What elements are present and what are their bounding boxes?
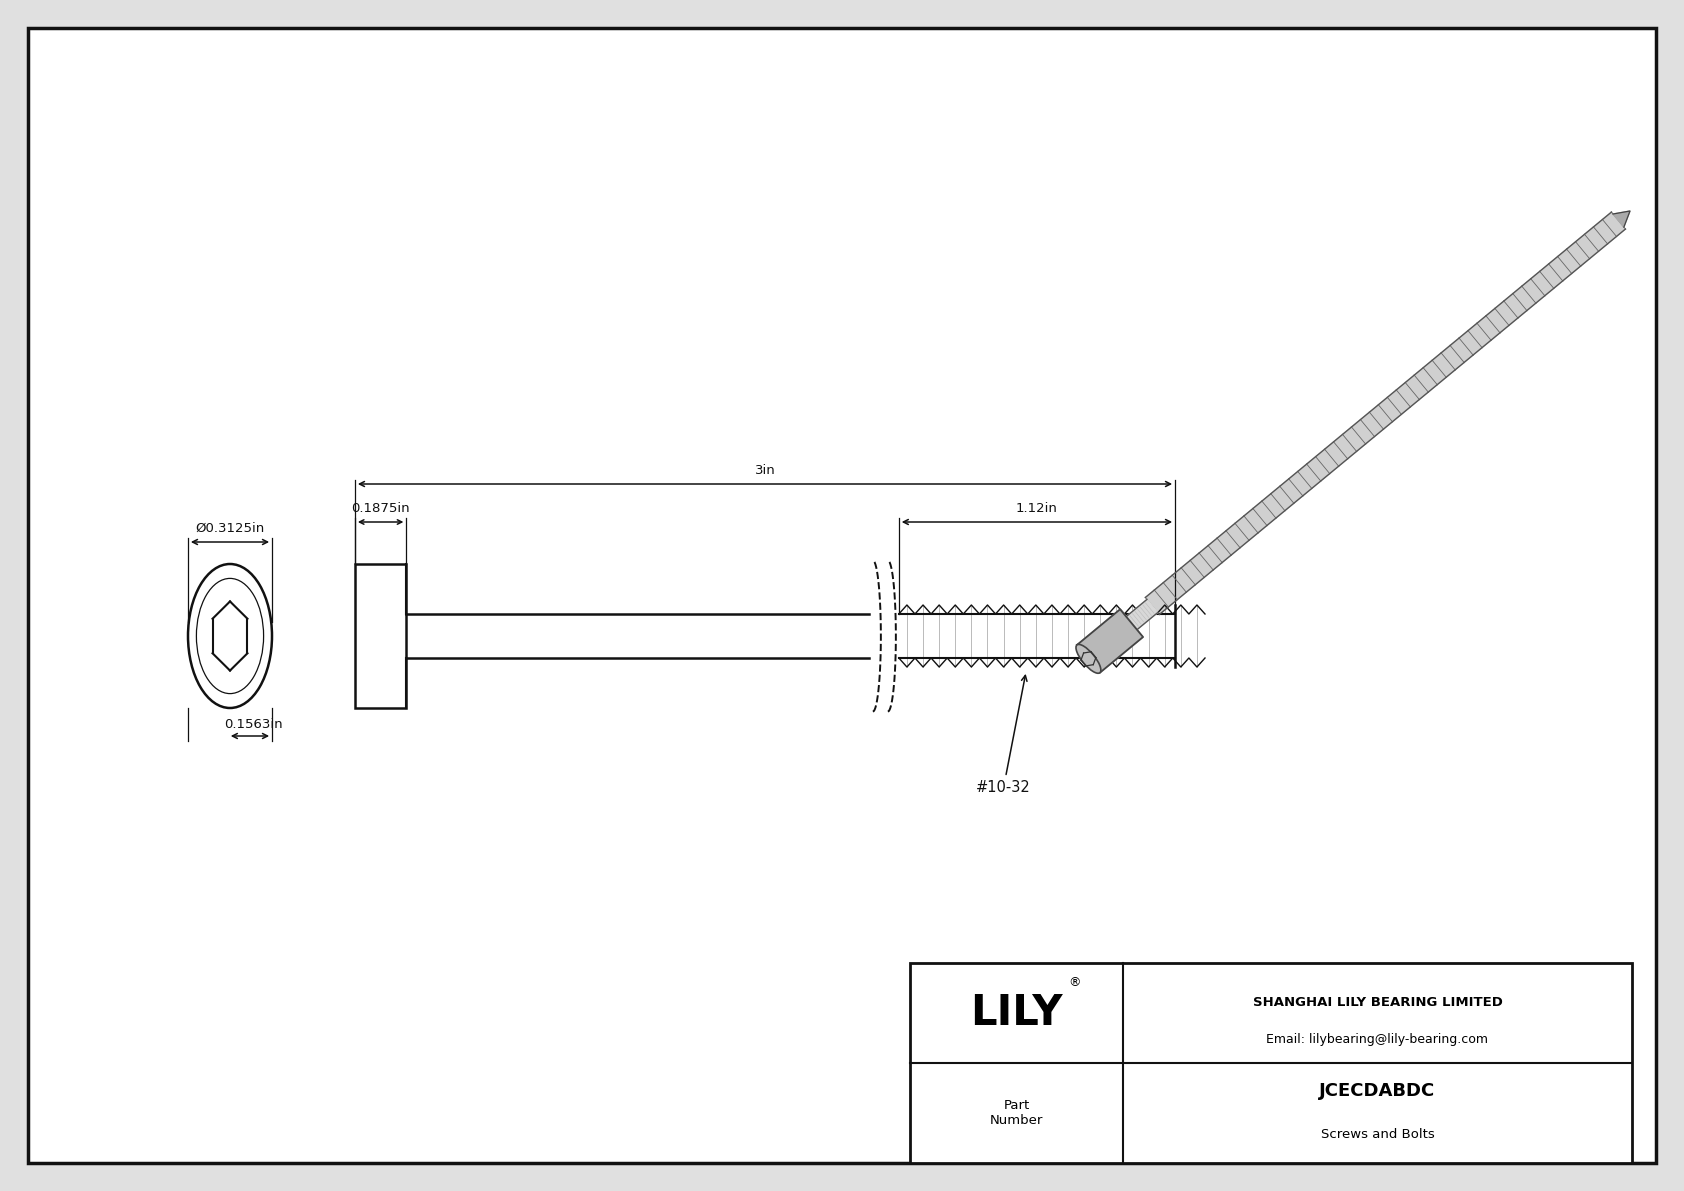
- Text: 1.12in: 1.12in: [1015, 501, 1058, 515]
- Bar: [909, 964, 1632, 1162]
- Text: Part
Number: Part Number: [990, 1099, 1042, 1127]
- Polygon shape: [1078, 610, 1143, 673]
- Text: 0.1875in: 0.1875in: [352, 501, 409, 515]
- Bar: [899, 605, 1175, 667]
- Ellipse shape: [197, 579, 264, 693]
- Text: #10-32: #10-32: [977, 675, 1031, 796]
- Bar: [355, 565, 406, 707]
- Polygon shape: [1127, 599, 1159, 630]
- Text: Email: lilybearing@lily-bearing.com: Email: lilybearing@lily-bearing.com: [1266, 1033, 1489, 1046]
- Text: Screws and Bolts: Screws and Bolts: [1320, 1129, 1435, 1141]
- Text: ®: ®: [1068, 977, 1081, 990]
- Text: LILY: LILY: [970, 992, 1063, 1034]
- Polygon shape: [1145, 212, 1625, 615]
- Text: JCECDABDC: JCECDABDC: [1319, 1081, 1436, 1100]
- Ellipse shape: [189, 565, 273, 707]
- Text: Ø0.3125in: Ø0.3125in: [195, 522, 264, 535]
- Ellipse shape: [1076, 644, 1101, 673]
- Polygon shape: [1613, 211, 1630, 227]
- Text: SHANGHAI LILY BEARING LIMITED: SHANGHAI LILY BEARING LIMITED: [1253, 997, 1502, 1010]
- Text: 0.1563in: 0.1563in: [224, 718, 283, 731]
- Text: 3in: 3in: [754, 464, 775, 478]
